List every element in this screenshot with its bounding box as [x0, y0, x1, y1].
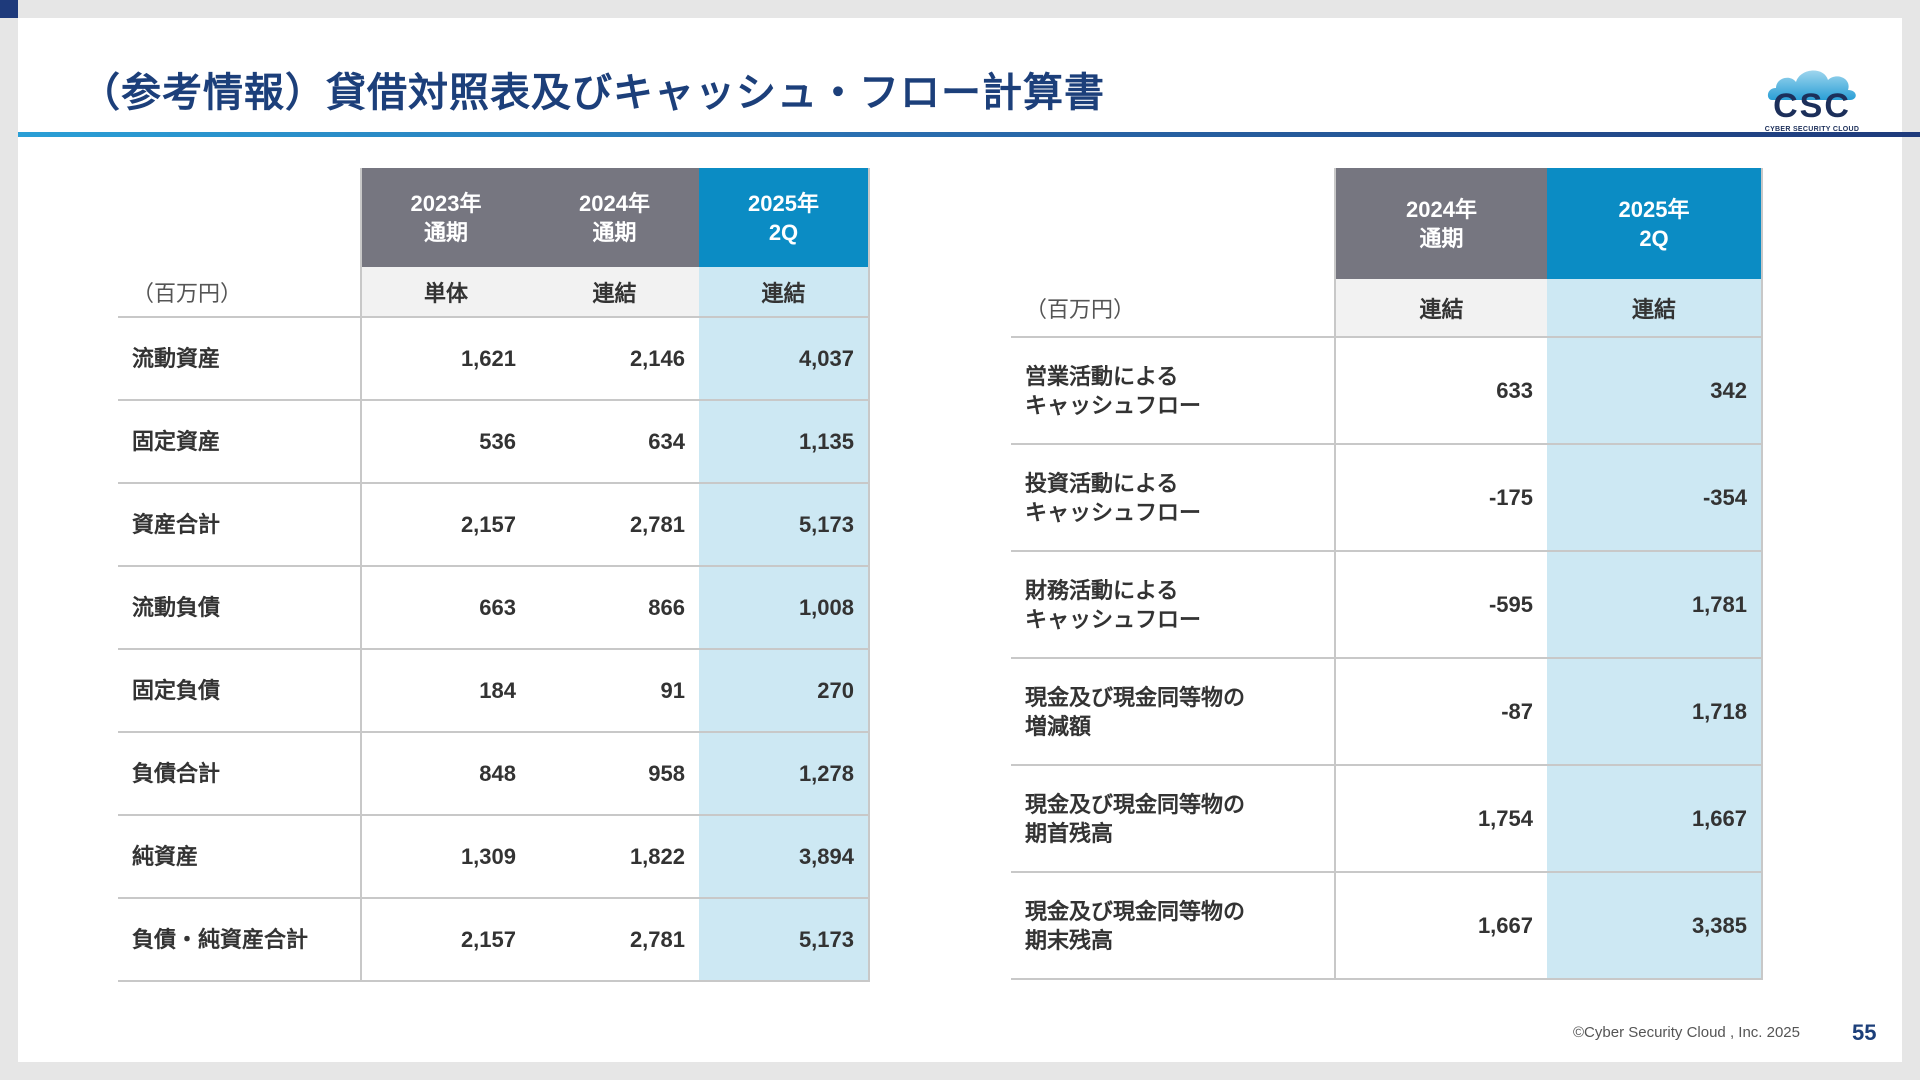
- table-row: 固定負債 184 91 270: [118, 649, 870, 733]
- copyright-text: ©Cyber Security Cloud , Inc. 2025: [1573, 1024, 1800, 1041]
- logo-subtitle: CYBER SECURITY CLOUD: [1764, 126, 1860, 133]
- table-row: 現金及び現金同等物の 期首残高 1,754 1,667: [1011, 765, 1763, 873]
- table-row: 資産合計 2,157 2,781 5,173: [118, 483, 870, 567]
- basis-label: 連結: [530, 267, 699, 318]
- cell-value: 663: [361, 566, 530, 650]
- cell-value: 866: [530, 566, 699, 650]
- row-label: 投資活動による キャッシュフロー: [1011, 444, 1336, 552]
- table-row: 負債・純資産合計 2,157 2,781 5,173: [118, 898, 870, 982]
- page-title: （参考情報）貸借対照表及びキャッシュ・フロー計算書: [80, 71, 1105, 115]
- column-header-2024: 2024年 通期: [1335, 168, 1547, 279]
- row-label: 現金及び現金同等物の 期末残高: [1011, 872, 1336, 980]
- table-row: 投資活動による キャッシュフロー -175 -354: [1011, 444, 1763, 552]
- cell-value: 1,008: [699, 566, 870, 650]
- cell-value: 958: [530, 732, 699, 816]
- cell-value: 848: [361, 732, 530, 816]
- cell-value: 1,718: [1547, 658, 1763, 766]
- header-spacer: [1011, 168, 1336, 279]
- row-label: 固定負債: [118, 649, 362, 733]
- cell-value: 184: [361, 649, 530, 733]
- cell-value: 1,309: [361, 815, 530, 899]
- row-label: 純資産: [118, 815, 362, 899]
- basis-label: 単体: [361, 267, 530, 318]
- cell-value: 342: [1547, 337, 1763, 445]
- cell-value: 1,822: [530, 815, 699, 899]
- cell-value: 270: [699, 649, 870, 733]
- table-row: 流動資産 1,621 2,146 4,037: [118, 317, 870, 401]
- cell-value: -175: [1335, 444, 1547, 552]
- cell-value: -354: [1547, 444, 1763, 552]
- cell-value: 1,621: [361, 317, 530, 401]
- cell-value: 2,157: [361, 483, 530, 567]
- page-number: 55: [1852, 1020, 1877, 1045]
- cell-value: 633: [1335, 337, 1547, 445]
- unit-label: （百万円）: [118, 267, 362, 318]
- cloud-icon: [1767, 70, 1856, 100]
- cell-value: 634: [530, 400, 699, 484]
- row-label: 財務活動による キャッシュフロー: [1011, 551, 1336, 659]
- table-row: 流動負債 663 866 1,008: [118, 566, 870, 650]
- cell-value: -87: [1335, 658, 1547, 766]
- row-label: 現金及び現金同等物の 期首残高: [1011, 765, 1336, 873]
- cell-value: 2,781: [530, 483, 699, 567]
- row-label: 負債合計: [118, 732, 362, 816]
- cell-value: 5,173: [699, 483, 870, 567]
- cell-value: 2,146: [530, 317, 699, 401]
- cell-value: 1,278: [699, 732, 870, 816]
- table-row: 営業活動による キャッシュフロー 633 342: [1011, 337, 1763, 445]
- row-label: 営業活動による キャッシュフロー: [1011, 337, 1336, 445]
- cell-value: 5,173: [699, 898, 870, 982]
- title-divider: [18, 132, 1920, 137]
- row-label: 流動負債: [118, 566, 362, 650]
- cell-value: 3,385: [1547, 872, 1763, 980]
- table-row: 現金及び現金同等物の 増減額 -87 1,718: [1011, 658, 1763, 766]
- row-label: 現金及び現金同等物の 増減額: [1011, 658, 1336, 766]
- corner-accent: [0, 0, 18, 18]
- cell-value: 1,667: [1335, 872, 1547, 980]
- cell-value: 536: [361, 400, 530, 484]
- basis-label: 連結: [699, 267, 870, 318]
- company-logo: CSC CYBER SECURITY CLOUD: [1756, 46, 1866, 136]
- table-row: 純資産 1,309 1,822 3,894: [118, 815, 870, 899]
- cell-value: 4,037: [699, 317, 870, 401]
- table-row: 負債合計 848 958 1,278: [118, 732, 870, 816]
- column-header-2025-2q: 2025年 2Q: [699, 168, 870, 267]
- cell-value: 1,754: [1335, 765, 1547, 873]
- row-label: 負債・純資産合計: [118, 898, 362, 982]
- header-spacer: [118, 168, 362, 267]
- cell-value: 2,781: [530, 898, 699, 982]
- cell-value: 1,781: [1547, 551, 1763, 659]
- table-row: 財務活動による キャッシュフロー -595 1,781: [1011, 551, 1763, 659]
- row-label: 固定資産: [118, 400, 362, 484]
- cell-value: 1,135: [699, 400, 870, 484]
- unit-label: （百万円）: [1011, 279, 1336, 338]
- cash-flow-table: 2024年 通期 2025年 2Q （百万円） 連結 連結 営業活動による キャッシュ…: [1011, 168, 1763, 980]
- row-label: 資産合計: [118, 483, 362, 567]
- column-header-2025-2q: 2025年 2Q: [1547, 168, 1763, 279]
- logo-text: CSC: [1773, 87, 1851, 125]
- cell-value: 91: [530, 649, 699, 733]
- column-header-2023: 2023年 通期: [361, 168, 530, 267]
- basis-label: 連結: [1335, 279, 1547, 338]
- cell-value: 2,157: [361, 898, 530, 982]
- cell-value: -595: [1335, 551, 1547, 659]
- cell-value: 3,894: [699, 815, 870, 899]
- cell-value: 1,667: [1547, 765, 1763, 873]
- balance-sheet-table: 2023年 通期 2024年 通期 2025年 2Q （百万円） 単体 連結 連結 流…: [118, 168, 870, 982]
- basis-label: 連結: [1547, 279, 1763, 338]
- row-label: 流動資産: [118, 317, 362, 401]
- column-header-2024: 2024年 通期: [530, 168, 699, 267]
- table-row: 固定資産 536 634 1,135: [118, 400, 870, 484]
- table-row: 現金及び現金同等物の 期末残高 1,667 3,385: [1011, 872, 1763, 980]
